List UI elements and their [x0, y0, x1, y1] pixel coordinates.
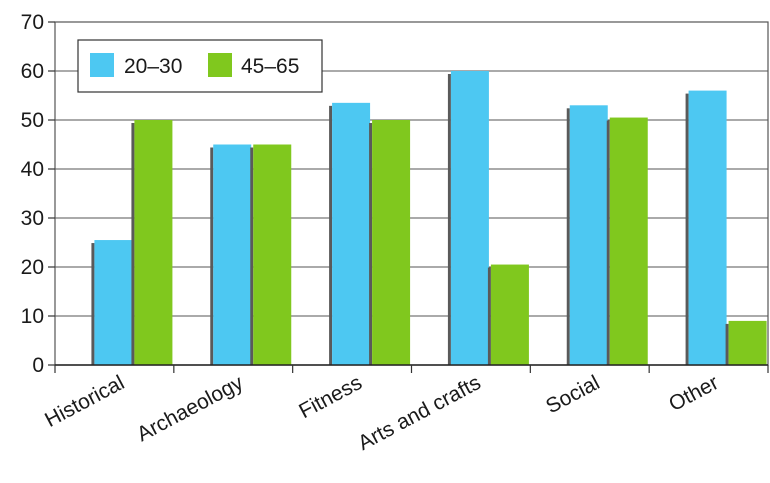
x-tick-label: Arts and crafts	[354, 371, 484, 455]
bar-shadow	[369, 123, 373, 365]
bar-45-65-archaeology	[253, 144, 292, 365]
bar-shadow	[685, 93, 689, 365]
y-tick-label: 60	[21, 60, 44, 83]
y-tick-label: 10	[21, 305, 44, 328]
bar-45-65-other	[728, 320, 767, 365]
x-axis	[54, 364, 769, 373]
x-tick-label: Fitness	[295, 371, 366, 423]
x-tick-label: Social	[542, 371, 603, 418]
bar-shadow	[91, 243, 95, 365]
bar-45-65-social	[609, 117, 648, 365]
x-tick-label: Historical	[41, 371, 128, 432]
bar-20-30-fitness	[332, 102, 371, 365]
legend: 20–30 45–65	[77, 39, 323, 93]
bar-20-30-other	[688, 90, 727, 365]
bar-shadow	[566, 108, 570, 366]
legend-swatch	[90, 53, 114, 77]
bar-20-30-archaeology	[213, 144, 252, 365]
y-tick-label: 20	[21, 256, 44, 279]
bar-shadow	[487, 267, 491, 365]
bar-20-30-historical	[94, 240, 133, 365]
bar-shadow	[447, 74, 451, 365]
bar-shadow	[210, 147, 214, 365]
y-tick-label: 0	[32, 354, 44, 377]
y-tick-label: 40	[21, 158, 44, 181]
y-tick-label: 50	[21, 109, 44, 132]
bar-shadow	[131, 123, 135, 365]
y-tick-label: 70	[21, 11, 44, 34]
bar-45-65-arts-and-crafts	[490, 264, 529, 365]
bar-shadow	[329, 105, 333, 365]
bar-shadow	[250, 147, 254, 365]
y-tick-label: 30	[21, 207, 44, 230]
legend-swatch	[208, 53, 232, 77]
bar-20-30-social	[569, 105, 608, 366]
legend-box	[77, 39, 323, 93]
bar-shadow	[725, 323, 729, 365]
legend-label: 45–65	[241, 55, 299, 78]
bar-45-65-fitness	[372, 120, 411, 365]
x-tick-label: Other	[665, 371, 722, 416]
y-axis: 0 10 20 30 40 50 60 70	[21, 11, 55, 377]
legend-label: 20–30	[124, 55, 182, 78]
bar-45-65-historical	[134, 120, 173, 365]
bar-shadow	[606, 120, 610, 365]
bar-20-30-arts-and-crafts	[450, 71, 489, 365]
bars	[91, 71, 767, 366]
x-tick-label: Archaeology	[133, 371, 247, 446]
